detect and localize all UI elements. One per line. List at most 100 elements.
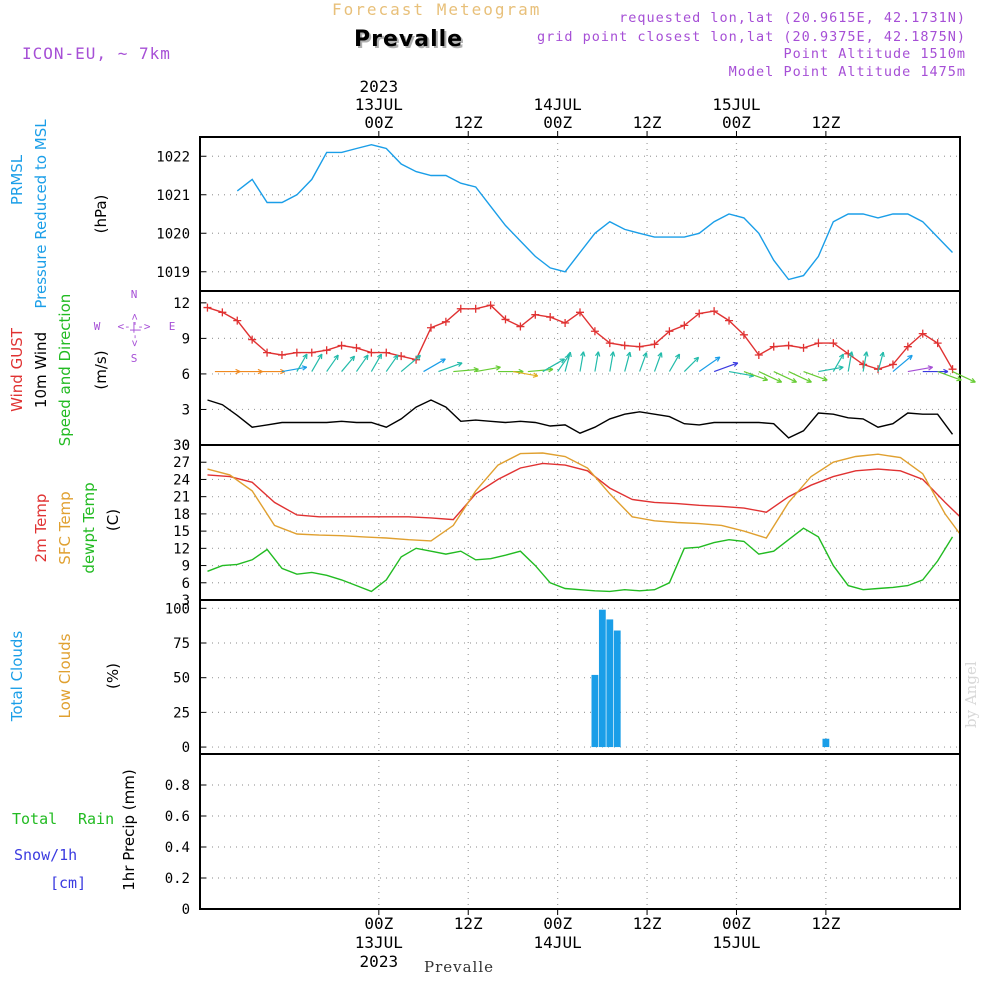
cloud-bar [598,609,606,748]
wind-arrow-head [732,361,739,367]
wind-arrow [557,354,570,372]
10m-wind-line [207,399,954,439]
cloud-bar [591,674,599,748]
gust-marker [248,335,257,344]
model-label: ICON-EU, ~ 7km [22,44,171,63]
gust-label: Wind GUST [8,327,26,412]
gust-marker [277,350,286,359]
precip-unit: 1hr Precip (mm) [120,769,138,890]
pressure-label-long: Pressure Reduced to MSL [32,119,50,309]
wind-arrow [609,351,614,372]
total-rain-label-2: Rain [78,810,114,828]
wind-arrow-head [956,376,962,382]
wind-arrow [743,370,768,381]
wind-arrow-head [566,351,572,358]
compass-north: N [131,288,138,301]
wind-arrow [728,370,754,377]
wind-arrow-head [376,353,383,360]
wind-arrow [803,370,828,381]
wind-arrow-head [714,356,721,362]
bottom-time-label: 2023 [360,952,399,971]
gust-marker [397,352,406,361]
top-time-label: 13JUL [355,95,403,114]
panel-frame-clouds [199,599,961,755]
total-rain-label-1: Total [12,810,57,828]
gust-marker [725,316,734,325]
wind-arrow [594,351,599,372]
gust-marker [769,342,778,351]
gust-marker [874,365,883,374]
top-time-label: 2023 [360,77,399,96]
gust-marker [710,307,719,316]
gust-marker [203,303,212,312]
y-tick-label: 24 [173,472,190,488]
y-tick-label: 0 [182,438,190,454]
gust-marker [918,329,927,338]
top-time-label: 00Z [722,113,751,132]
gust-marker [888,360,897,369]
y-tick-label: 50 [173,671,190,687]
wind-arrow-head [848,351,854,357]
gust-marker [933,339,942,348]
station-title-shadow: Prevalle [356,29,466,54]
wind-arrow [370,353,382,372]
sfc-temp-line [207,452,961,542]
wind-arrow [668,353,681,372]
wind-arrow-head [393,354,399,361]
y-tick-label: 1020 [156,226,190,242]
y-tick-label: 6 [182,367,190,383]
wind-arrow-head [317,353,323,360]
y-tick-label: 0.8 [165,778,190,794]
y-tick-label: 0.6 [165,809,190,825]
gust-marker [620,341,629,350]
chart-title: Forecast Meteogram [332,0,542,19]
wind-arrow [773,371,797,383]
bottom-time-label: 15JUL [712,933,760,952]
gust-marker [903,342,912,351]
y-tick-label: 3 [182,593,190,609]
bottom-time-label: 00Z [543,914,572,933]
y-tick-label: 1022 [156,149,190,165]
cloud-bar [613,630,621,748]
tsfc-label: SFC Temp [56,491,74,564]
gust-marker [307,348,316,357]
y-tick-label: 0.2 [165,871,190,887]
wind-arrow-head [457,361,463,367]
wind-arrow [862,351,868,372]
model-point-altitude: Model Point Altitude 1475m [728,64,966,80]
gust-marker [546,313,555,322]
panel-frame-pressure [199,136,961,292]
wind-arrow [475,366,501,373]
wind-arrow [892,354,913,373]
y-tick-label: 0.4 [165,840,190,856]
gust-marker [263,348,272,357]
y-tick-label: 27 [173,455,190,471]
wind-arrow-head [970,377,976,383]
wind-arrow [341,355,355,372]
top-time-label: 12Z [454,113,483,132]
y-tick-label: 100 [165,601,190,617]
y-tick-label: 0 [182,740,190,756]
wind-arrow [698,356,721,373]
wind-arrow [713,362,739,373]
wind-arrow-head [863,351,869,357]
watermark: by Angel [962,661,980,728]
gust-marker [471,304,480,313]
cloud-bar [822,738,830,748]
top-time-label: 12Z [633,113,662,132]
wind-arrow-head [580,351,586,357]
wind-arrow-head [559,358,566,364]
y-tick-label: 15 [173,524,190,540]
wind-arrow-head [626,351,632,358]
gust-marker [754,350,763,359]
gust-marker [337,341,346,350]
gust-marker [426,323,435,332]
gust-marker [486,301,495,310]
wind-arrow-head [822,376,828,382]
wind-arrow [438,362,463,373]
y-tick-label: 1019 [156,265,190,281]
wind-arrow [512,370,538,377]
pressure-unit: (hPa) [92,195,110,234]
bottom-time-label: 12Z [633,914,662,933]
compass-east: E [169,320,176,333]
